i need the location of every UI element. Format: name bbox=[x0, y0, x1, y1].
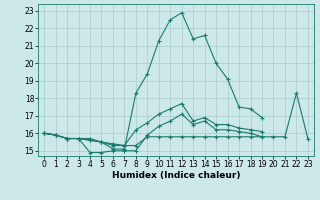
X-axis label: Humidex (Indice chaleur): Humidex (Indice chaleur) bbox=[112, 171, 240, 180]
